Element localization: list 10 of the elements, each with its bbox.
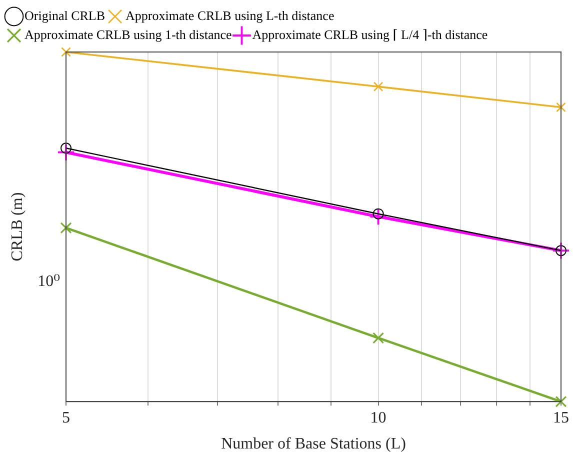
x-tick-label: 10 bbox=[370, 409, 386, 426]
text: 10⁰ bbox=[38, 273, 60, 290]
legend-label: Approximate CRLB using ⌈ L/4 ⌉-th distance bbox=[252, 26, 488, 42]
x-axis-title: Number of Base Stations (L) bbox=[221, 436, 406, 453]
legend-label: Approximate CRLB using 1-th distance bbox=[24, 26, 232, 42]
legend-label: Original CRLB bbox=[24, 8, 106, 23]
y-axis-title: CRLB (m) bbox=[8, 192, 26, 262]
legend-label: Approximate CRLB using L-th distance bbox=[126, 8, 334, 23]
x-tick-label: 5 bbox=[62, 409, 70, 426]
x-tick-label: 15 bbox=[553, 409, 569, 426]
